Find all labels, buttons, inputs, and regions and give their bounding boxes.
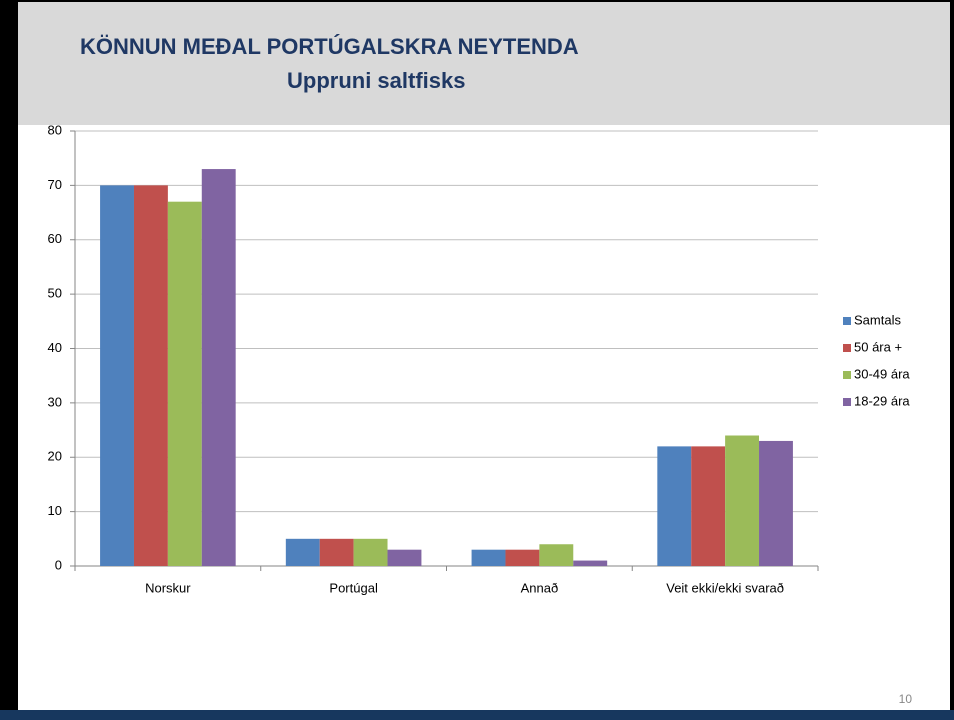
bar [573, 560, 608, 566]
legend-label: 18-29 ára [854, 393, 910, 408]
bar [759, 440, 793, 566]
y-tick-label: 70 [48, 177, 62, 192]
bar [201, 169, 236, 566]
legend-swatch [843, 371, 851, 379]
bar [539, 544, 574, 566]
legend-swatch [843, 344, 851, 352]
y-tick-label: 10 [48, 503, 62, 518]
y-tick-label: 80 [48, 122, 62, 137]
legend-swatch [843, 317, 851, 325]
slide-subtitle: Uppruni saltfisks [287, 68, 465, 93]
header-band [18, 2, 950, 125]
bar [505, 549, 540, 566]
bar [285, 538, 320, 566]
bar [353, 538, 388, 566]
legend-label: Samtals [854, 312, 901, 327]
bar [133, 185, 168, 566]
bar [167, 201, 202, 566]
legend-swatch [843, 398, 851, 406]
legend-label: 30-49 ára [854, 366, 910, 381]
bar [100, 185, 134, 566]
y-tick-label: 60 [48, 231, 62, 246]
y-tick-label: 20 [48, 449, 62, 464]
y-tick-label: 0 [55, 557, 62, 572]
legend-label: 50 ára + [854, 339, 902, 354]
bar [387, 549, 422, 566]
slide-title: KÖNNUN MEÐAL PORTÚGALSKRA NEYTENDA [80, 34, 579, 59]
bar [691, 446, 726, 566]
footer-bar [0, 710, 954, 720]
bar [725, 435, 760, 566]
y-tick-label: 50 [48, 286, 62, 301]
bar [657, 446, 692, 566]
y-tick-label: 40 [48, 340, 62, 355]
y-tick-label: 30 [48, 394, 62, 409]
x-tick-label: Annað [521, 580, 559, 595]
x-tick-label: Veit ekki/ekki svarað [666, 580, 784, 595]
bar [471, 549, 506, 566]
x-tick-label: Portúgal [329, 580, 378, 595]
bar [319, 538, 354, 566]
x-tick-label: Norskur [145, 580, 191, 595]
page-number: 10 [899, 692, 913, 706]
